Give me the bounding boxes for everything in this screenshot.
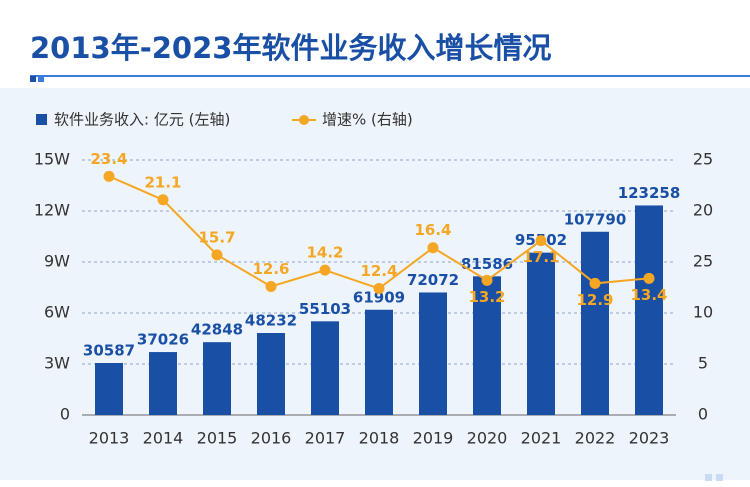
bar-value-label: 30587 <box>83 342 135 360</box>
growth-value-label: 21.1 <box>144 173 181 191</box>
chart-title: 2013年-2023年软件业务收入增长情况 <box>30 31 551 65</box>
bar-value-label: 72072 <box>407 271 459 289</box>
growth-point <box>481 274 493 286</box>
growth-value-label: 13.4 <box>630 286 667 304</box>
x-tick-label: 2015 <box>197 429 238 448</box>
growth-point <box>427 242 439 254</box>
y-tick-label: 9W <box>44 252 70 271</box>
y2-tick-label: 10 <box>693 303 713 322</box>
bar-value-label: 48232 <box>245 312 297 330</box>
growth-value-label: 15.7 <box>198 228 235 246</box>
growth-value-label: 23.4 <box>90 150 127 168</box>
bar <box>419 292 447 415</box>
x-tick-label: 2013 <box>89 429 130 448</box>
legend-swatch <box>299 115 309 125</box>
bar <box>473 276 501 415</box>
x-tick-label: 2021 <box>521 429 562 448</box>
deco <box>705 474 712 481</box>
y2-tick-label: 25 <box>693 150 713 169</box>
growth-value-label: 16.4 <box>414 221 451 239</box>
growth-value-label: 12.4 <box>360 262 397 280</box>
growth-point <box>157 194 169 206</box>
legend-label: 增速% (右轴) <box>322 111 413 129</box>
growth-point <box>373 283 385 295</box>
deco <box>30 76 36 82</box>
bar-value-label: 81586 <box>461 255 513 273</box>
bar <box>95 363 123 415</box>
bar <box>203 342 231 415</box>
growth-value-label: 13.2 <box>468 288 505 306</box>
x-tick-label: 2017 <box>305 429 346 448</box>
y-tick-label: 0 <box>60 405 70 424</box>
bar <box>311 321 339 415</box>
bar <box>635 205 663 415</box>
deco <box>716 474 723 481</box>
legend-swatch <box>36 114 47 125</box>
bar-value-label: 55103 <box>299 300 351 318</box>
x-tick-label: 2016 <box>251 429 292 448</box>
legend-label: 软件业务收入: 亿元 (左轴) <box>54 111 230 129</box>
growth-point <box>589 277 601 289</box>
y-tick-label: 6W <box>44 303 70 322</box>
growth-value-label: 17.1 <box>522 248 559 266</box>
bar <box>149 352 177 415</box>
y2-tick-label: 20 <box>693 201 713 220</box>
y-tick-label: 15W <box>34 150 70 169</box>
bar <box>257 333 285 415</box>
y-tick-label: 12W <box>34 201 70 220</box>
y-tick-label: 3W <box>44 354 70 373</box>
growth-point <box>211 249 223 261</box>
x-tick-label: 2014 <box>143 429 184 448</box>
bar-value-label: 107790 <box>564 210 627 228</box>
growth-value-label: 12.6 <box>252 260 289 278</box>
bar <box>581 231 609 415</box>
x-tick-label: 2023 <box>629 429 670 448</box>
bar <box>527 252 555 415</box>
x-tick-label: 2020 <box>467 429 508 448</box>
deco <box>38 76 44 82</box>
bar-value-label: 61909 <box>353 288 405 306</box>
bar <box>365 309 393 415</box>
growth-point <box>535 235 547 247</box>
growth-value-label: 14.2 <box>306 244 343 262</box>
x-tick-label: 2022 <box>575 429 616 448</box>
bar-value-label: 42848 <box>191 321 243 339</box>
bar-value-label: 37026 <box>137 331 189 349</box>
growth-point <box>103 170 115 182</box>
x-tick-label: 2018 <box>359 429 400 448</box>
growth-value-label: 12.9 <box>576 291 613 309</box>
growth-point <box>643 272 655 284</box>
x-tick-label: 2019 <box>413 429 454 448</box>
growth-point <box>265 280 277 292</box>
y2-tick-label: 25 <box>693 252 713 271</box>
growth-point <box>319 264 331 276</box>
bar-value-label: 123258 <box>618 184 681 202</box>
y2-tick-label: 5 <box>698 354 708 373</box>
y2-tick-label: 0 <box>698 405 708 424</box>
